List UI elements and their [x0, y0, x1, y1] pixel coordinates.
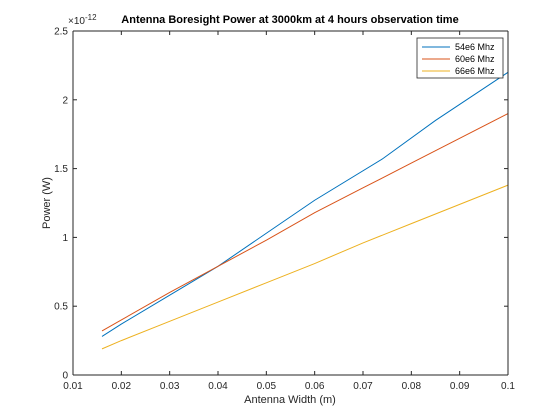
x-tick-label: 0.05 [257, 381, 277, 392]
x-tick-label: 0.07 [353, 381, 373, 392]
x-tick-label: 0.06 [305, 381, 325, 392]
y-axis-ticks: 0 0.5 1 1.5 2 2.5 [54, 27, 508, 382]
legend-label-1: 54e6 Mhz [455, 42, 495, 52]
series-line-2 [101, 113, 509, 332]
axes-frame [72, 30, 509, 376]
x-tick-label: 0.03 [160, 381, 180, 392]
y-axis-label: Power (W) [41, 177, 53, 229]
y-tick-label: 0 [62, 371, 68, 382]
plot-area [73, 31, 508, 375]
y-tick-label: 2.5 [54, 27, 68, 38]
series-line-3 [101, 184, 509, 350]
x-tick-label: 0.02 [112, 381, 132, 392]
y-tick-label: 1 [62, 233, 68, 244]
x-tick-label: 0.01 [63, 381, 83, 392]
legend-label-3: 66e6 Mhz [455, 66, 495, 76]
x-tick-label: 0.1 [501, 381, 515, 392]
y-tick-label: 1.5 [54, 164, 68, 175]
x-tick-label: 0.08 [402, 381, 422, 392]
legend: 54e6 Mhz 60e6 Mhz 66e6 Mhz [416, 37, 504, 79]
legend-label-2: 60e6 Mhz [455, 54, 495, 64]
series-line-1 [101, 71, 509, 337]
x-tick-label: 0.09 [450, 381, 470, 392]
y-exponent-label: ×10-12 [68, 13, 97, 27]
x-tick-label: 0.04 [208, 381, 228, 392]
x-axis-ticks: 0.01 0.02 0.03 0.04 0.05 0.06 0.07 0.08 0.09 0.1 [63, 31, 515, 392]
chart-title: Antenna Boresight Power at 3000km at 4 h… [121, 14, 458, 26]
y-tick-label: 2 [62, 95, 68, 106]
series-layer [101, 71, 509, 350]
y-tick-label: 0.5 [54, 302, 68, 313]
x-axis-label: Antenna Width (m) [244, 394, 336, 406]
